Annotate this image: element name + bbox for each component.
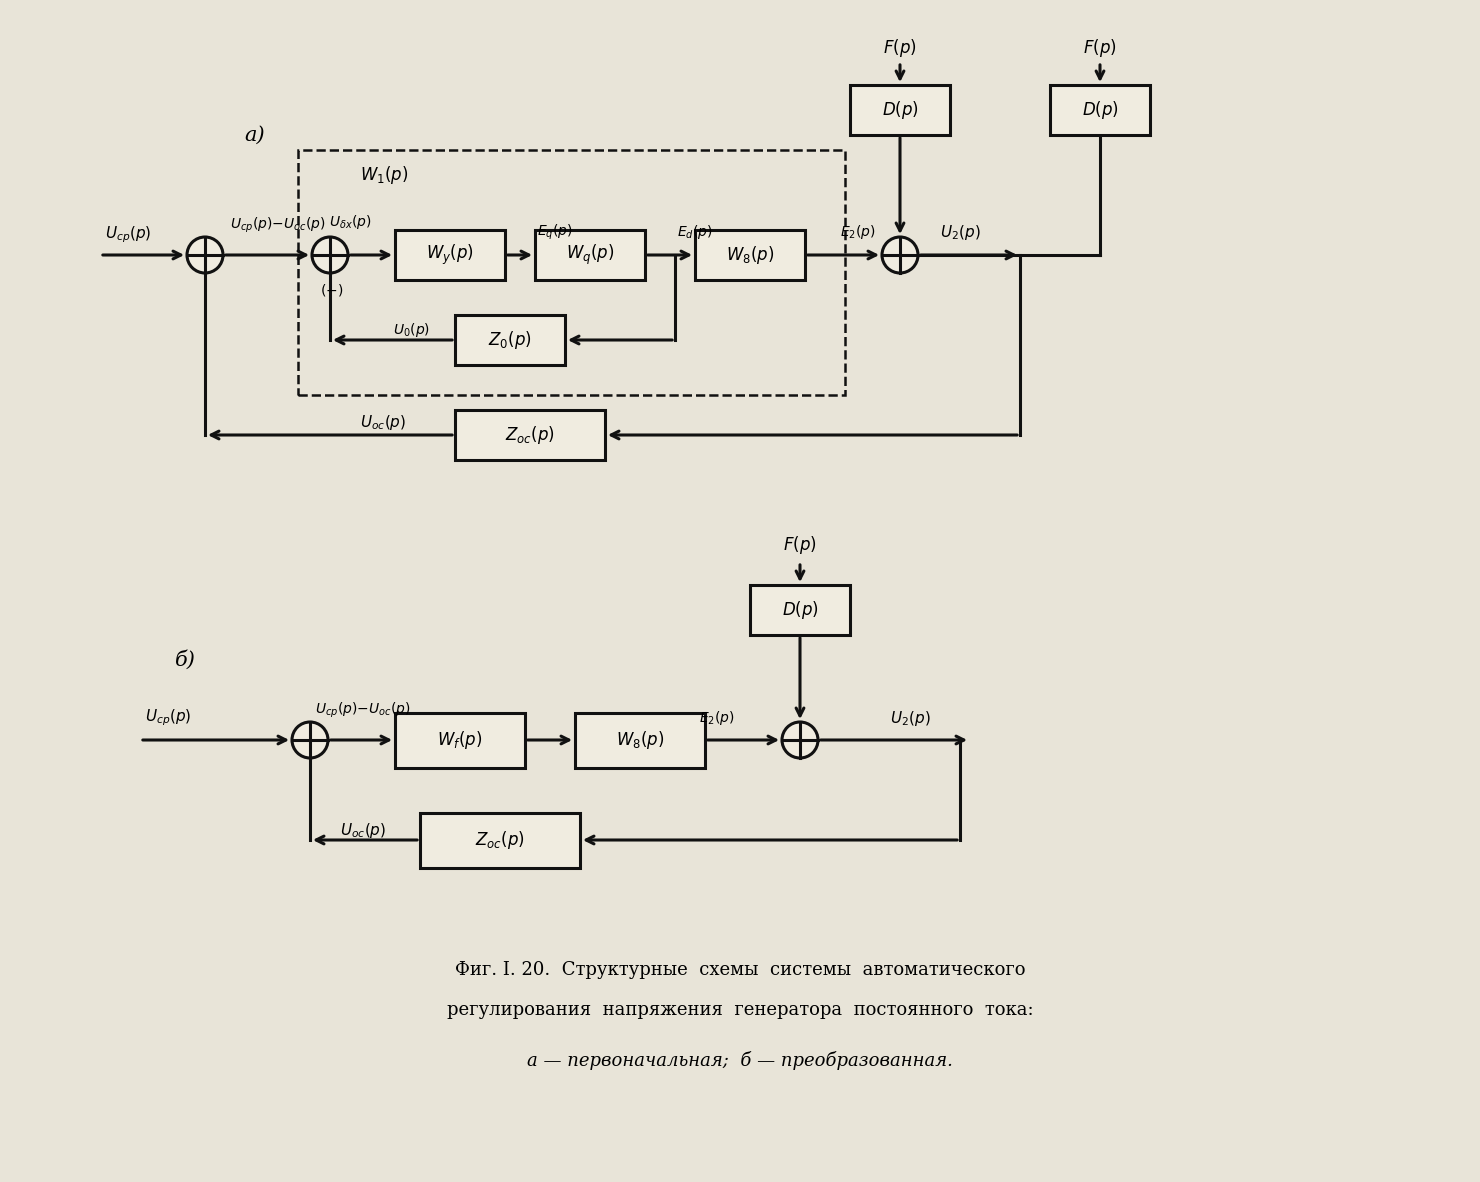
Text: б): б) [175,650,195,670]
Bar [576,713,704,767]
Text: $W_1(p)$: $W_1(p)$ [360,164,408,186]
Bar [850,85,950,135]
Bar [454,410,605,460]
Text: $Z_{oc}(p)$: $Z_{oc}(p)$ [505,424,555,446]
Text: $Z_{oc}(p)$: $Z_{oc}(p)$ [475,829,525,851]
Text: а): а) [244,125,265,144]
Text: $W_y(p)$: $W_y(p)$ [426,242,474,267]
Bar [1049,85,1150,135]
Bar [534,230,645,280]
Circle shape [186,238,223,273]
Text: $U_{cp}(p){-}U_{oc}(p)$: $U_{cp}(p){-}U_{oc}(p)$ [229,215,326,235]
Text: $U_{oc}(p)$: $U_{oc}(p)$ [360,413,406,431]
Bar [395,230,505,280]
Text: $D(p)$: $D(p)$ [781,599,818,621]
Text: $W_8(p)$: $W_8(p)$ [725,243,774,266]
Text: $U_{cp}(p){-}U_{oc}(p)$: $U_{cp}(p){-}U_{oc}(p)$ [315,701,410,720]
Text: $F(p)$: $F(p)$ [783,534,817,556]
Text: $F(p)$: $F(p)$ [1083,37,1117,59]
Text: $D(p)$: $D(p)$ [1082,99,1119,121]
Circle shape [781,722,818,758]
Bar [454,314,565,365]
Text: $D(p)$: $D(p)$ [882,99,919,121]
Text: $(-)$: $(-)$ [320,282,343,298]
Text: регулирования  напряжения  генератора  постоянного  тока:: регулирования напряжения генератора пост… [447,1001,1033,1019]
Text: $U_2(p)$: $U_2(p)$ [940,222,981,241]
Text: Фиг. I. 20.  Структурные  схемы  системы  автоматического: Фиг. I. 20. Структурные схемы системы ав… [454,961,1026,979]
Circle shape [312,238,348,273]
Bar [420,812,580,868]
Text: $E_q(p)$: $E_q(p)$ [537,222,573,241]
Text: $U_0(p)$: $U_0(p)$ [392,322,431,339]
Text: $Z_0(p)$: $Z_0(p)$ [488,329,531,351]
Text: $U_{cp}(p)$: $U_{cp}(p)$ [145,708,191,728]
Text: $W_q(p)$: $W_q(p)$ [565,242,614,267]
Text: $U_2(p)$: $U_2(p)$ [889,708,931,727]
Text: $U_{cp}(p)$: $U_{cp}(p)$ [105,225,151,246]
Text: $U_{\delta x}(p)$: $U_{\delta x}(p)$ [329,213,371,230]
Text: $E_2(p)$: $E_2(p)$ [699,709,736,727]
Circle shape [292,722,329,758]
Text: $U_{oc}(p)$: $U_{oc}(p)$ [340,820,386,839]
Text: $E_2(p)$: $E_2(p)$ [841,223,876,241]
Bar [750,585,850,635]
Bar [395,713,525,767]
Text: $W_f(p)$: $W_f(p)$ [438,729,482,751]
Text: а — первоначальная;  б — преобразованная.: а — первоначальная; б — преобразованная. [527,1051,953,1070]
Circle shape [882,238,918,273]
Text: $F(p)$: $F(p)$ [884,37,916,59]
Text: $W_8(p)$: $W_8(p)$ [616,729,665,751]
Text: $E_d(p)$: $E_d(p)$ [676,223,713,241]
Bar [696,230,805,280]
Bar [297,150,845,395]
